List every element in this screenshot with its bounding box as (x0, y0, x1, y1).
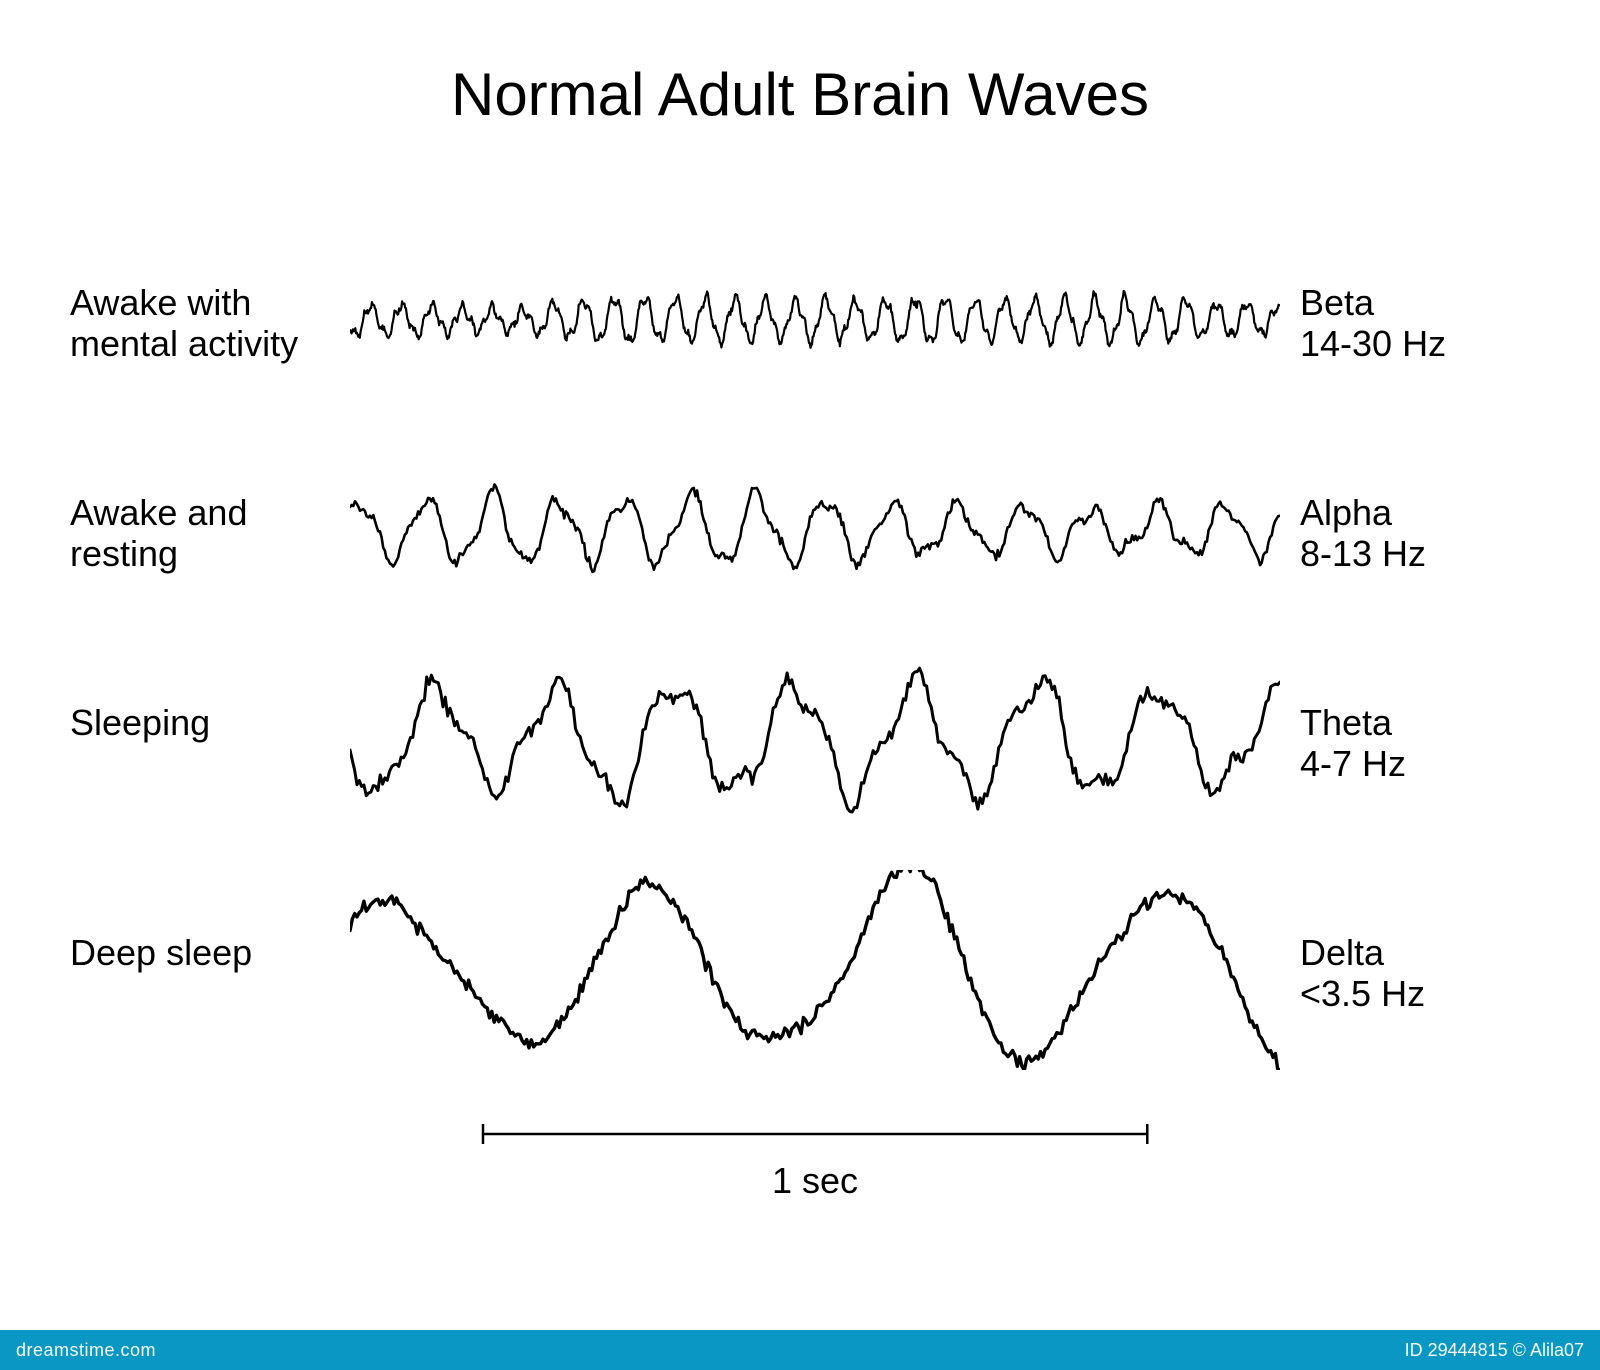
wave-type-label: Beta14-30 Hz (1300, 282, 1530, 365)
eeg-waveform-beta (350, 220, 1280, 420)
state-label: Sleeping (70, 702, 330, 743)
wave-type-label: Delta<3.5 Hz (1300, 932, 1530, 1015)
eeg-waveform-alpha (350, 430, 1280, 630)
wave-name: Delta (1300, 932, 1530, 973)
wave-row-alpha: Awake andresting Alpha8-13 Hz (0, 430, 1600, 630)
wave-name: Alpha (1300, 492, 1530, 533)
wave-row-delta: Deep sleep Delta<3.5 Hz (0, 870, 1600, 1070)
wave-name: Theta (1300, 702, 1530, 743)
brain-waves-diagram: Normal Adult Brain Waves Awake withmenta… (0, 0, 1600, 1370)
wave-type-label: Theta4-7 Hz (1300, 702, 1530, 785)
wave-row-beta: Awake withmental activity Beta14-30 Hz (0, 220, 1600, 420)
state-label: Awake andresting (70, 492, 330, 575)
eeg-waveform-theta (350, 640, 1280, 840)
page-title: Normal Adult Brain Waves (0, 60, 1600, 129)
wave-frequency: 8-13 Hz (1300, 533, 1530, 574)
scale-caption: 1 sec (463, 1160, 1167, 1202)
state-label: Deep sleep (70, 932, 330, 973)
watermark-footer: dreamstime.com ID 29444815 © Alila07 (0, 1330, 1600, 1370)
wave-type-label: Alpha8-13 Hz (1300, 492, 1530, 575)
footer-id: ID 29444815 © Alila07 (1405, 1340, 1584, 1361)
wave-frequency: 4-7 Hz (1300, 743, 1530, 784)
wave-frequency: <3.5 Hz (1300, 973, 1530, 1014)
eeg-waveform-delta (350, 870, 1280, 1070)
state-label: Awake withmental activity (70, 282, 330, 365)
wave-row-theta: Sleeping Theta4-7 Hz (0, 640, 1600, 840)
wave-frequency: 14-30 Hz (1300, 323, 1530, 364)
time-scale-bar: 1 sec (463, 1120, 1167, 1202)
footer-site: dreamstime.com (16, 1340, 156, 1361)
wave-name: Beta (1300, 282, 1530, 323)
